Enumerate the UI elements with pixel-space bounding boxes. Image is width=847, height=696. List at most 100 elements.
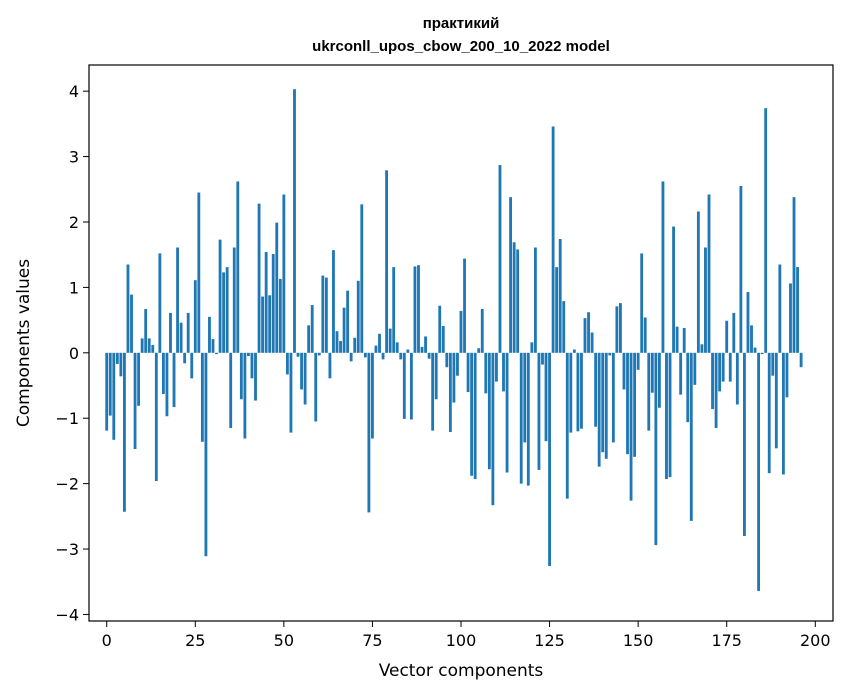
bar-179 [739,186,743,353]
bar-108 [487,352,491,470]
bar-113 [505,352,509,473]
bar-106 [480,308,484,353]
bar-186 [764,108,768,353]
bar-128 [558,239,562,353]
bar-81 [392,267,396,353]
bar-101 [463,258,466,353]
bar-171 [711,352,714,410]
bar-48 [275,222,279,353]
bar-189 [774,352,778,449]
bar-192 [785,352,789,398]
x-tick-label: 0 [102,631,112,650]
bar-43 [257,203,261,353]
bar-152 [643,317,647,353]
bar-80 [388,328,392,353]
bar-4 [119,352,123,377]
bar-174 [721,352,725,382]
bar-104 [473,352,477,480]
bar-98 [452,352,456,403]
bar-45 [264,252,268,353]
bar-125 [548,352,551,567]
y-tick-label: 1 [69,278,79,297]
bar-49 [278,278,282,353]
y-tick-label: −4 [55,605,79,624]
bar-117 [519,352,523,484]
bar-132 [572,349,576,353]
bar-110 [495,352,498,382]
bar-126 [551,126,555,353]
bar-175 [725,320,729,353]
bar-18 [169,312,172,353]
bar-142 [608,352,612,356]
bar-44 [261,296,265,353]
bar-156 [657,352,661,408]
bar-146 [622,352,626,390]
bar-39 [243,352,247,439]
bar-41 [250,352,254,379]
bar-28 [204,352,208,557]
bar-11 [144,308,148,353]
bar-131 [569,352,573,433]
bar-59 [314,352,318,422]
bar-23 [186,312,190,353]
bar-79 [385,170,389,353]
bar-47 [271,254,275,353]
x-axis-label: Vector components [379,661,544,681]
y-axis-ticks: −4 −3 −2 −1 0 1 2 3 4 [55,82,89,624]
bar-10 [140,338,144,353]
bar-105 [477,348,481,353]
bar-38 [239,352,243,400]
bar-194 [792,197,796,353]
bar-70 [353,337,357,353]
bar-71 [356,280,360,353]
x-tick-label: 175 [711,631,742,650]
bar-62 [324,277,328,353]
bar-134 [580,352,583,429]
bar-74 [367,352,371,513]
bar-184 [757,352,761,591]
bar-69 [349,352,353,362]
bar-27 [200,352,204,442]
y-tick-label: 2 [69,213,79,232]
bar-50 [282,194,286,353]
bar-2 [112,352,116,440]
bar-53 [293,89,296,353]
bar-6 [126,264,130,353]
bar-73 [363,352,367,358]
bar-14 [154,352,158,482]
x-tick-label: 50 [274,631,294,650]
bar-137 [590,332,594,353]
x-tick-label: 200 [800,631,831,650]
bar-75 [371,352,374,439]
bar-5 [123,352,126,512]
bar-151 [640,253,644,353]
bar-139 [597,352,601,467]
bar-193 [789,283,792,353]
bar-150 [636,352,640,370]
bar-67 [342,307,346,353]
bar-165 [689,352,693,521]
bar-143 [611,352,615,443]
bar-40 [247,352,250,357]
bar-86 [409,352,413,420]
bar-88 [417,265,420,353]
bar-116 [516,249,520,353]
bar-19 [172,352,176,408]
bar-107 [484,352,488,394]
bar-84 [402,352,406,419]
bar-3 [115,352,119,364]
bar-103 [470,352,474,476]
y-tick-label: 3 [69,148,79,167]
bar-177 [732,312,736,353]
bar-109 [491,352,495,506]
bar-56 [303,352,307,405]
bar-17 [165,352,169,417]
bar-37 [236,181,240,353]
bar-141 [604,352,608,459]
bar-154 [650,352,654,393]
bar-135 [583,318,587,353]
bar-191 [781,352,785,475]
bar-170 [707,194,711,353]
bar-51 [285,352,289,375]
